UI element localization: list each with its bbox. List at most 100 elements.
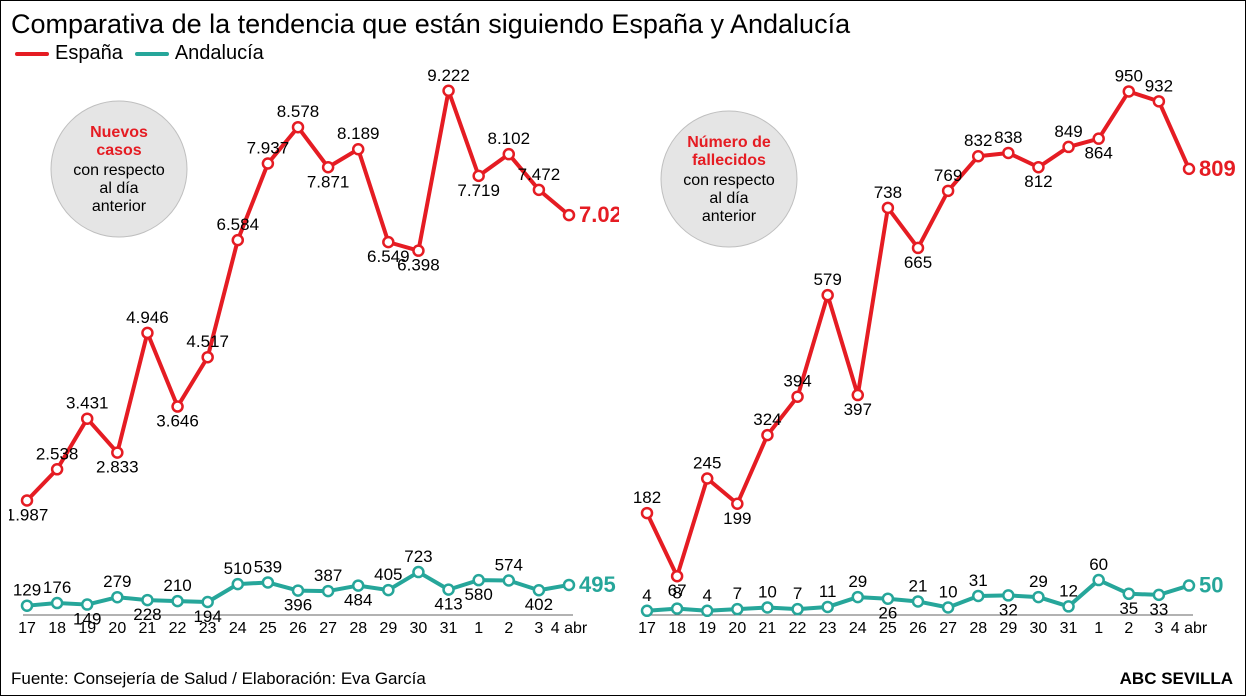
series-marker: [534, 585, 544, 595]
series-marker: [203, 352, 213, 362]
series-value-label: 2.538: [36, 444, 79, 463]
x-axis-label: 3: [1154, 620, 1163, 637]
x-axis-label: 1: [474, 620, 483, 637]
legend-swatch-spain: [15, 52, 49, 56]
series-value-label: 182: [633, 488, 661, 507]
legend: España Andalucía: [1, 40, 1245, 65]
series-value-label: 12: [1059, 581, 1078, 600]
series-marker: [233, 579, 243, 589]
series-marker: [323, 586, 333, 596]
series-value-label: 7.937: [247, 139, 290, 158]
footer-brand: ABC SEVILLA: [1120, 669, 1233, 689]
series-value-label: 405: [374, 565, 402, 584]
series-value-label: 245: [693, 454, 721, 473]
x-axis-label: 18: [48, 620, 66, 637]
series-marker: [853, 592, 863, 602]
series-marker: [293, 586, 303, 596]
x-axis-label: 20: [108, 620, 126, 637]
badge-text: Número de: [687, 134, 771, 151]
footer-source: Fuente: Consejería de Salud / Elaboració…: [11, 669, 426, 689]
badge-text: casos: [96, 142, 141, 159]
series-value-label: 539: [254, 557, 282, 576]
series-marker: [112, 448, 122, 458]
series-value-label: 738: [874, 183, 902, 202]
series-marker: [1184, 581, 1194, 591]
series-marker: [444, 86, 454, 96]
series-marker: [173, 402, 183, 412]
badge-text: fallecidos: [692, 152, 766, 169]
series-marker: [534, 185, 544, 195]
series-value-label: 7.719: [457, 181, 500, 200]
x-axis-label: 30: [1030, 620, 1048, 637]
series-value-label: 723: [404, 547, 432, 566]
series-marker: [444, 585, 454, 595]
x-axis-label: 31: [440, 620, 458, 637]
series-marker: [883, 594, 893, 604]
series-value-label: 29: [1029, 572, 1048, 591]
x-axis-label: 22: [169, 620, 187, 637]
x-axis-label: 23: [819, 620, 837, 637]
series-marker: [142, 595, 152, 605]
legend-andalucia: Andalucía: [135, 42, 264, 65]
series-marker: [22, 495, 32, 505]
series-marker: [793, 604, 803, 614]
x-axis-label: 24: [229, 620, 247, 637]
x-axis-label: 1: [1094, 620, 1103, 637]
series-value-label: 194: [193, 607, 221, 626]
series-value-label: 279: [103, 572, 131, 591]
series-value-label: 832: [964, 131, 992, 150]
series-value-label: 21: [909, 576, 928, 595]
series-value-label: 950: [1115, 69, 1143, 85]
series-marker: [1094, 134, 1104, 144]
x-axis-label: 20: [728, 620, 746, 637]
series-value-label: 413: [434, 595, 462, 614]
series-marker: [233, 235, 243, 245]
series-value-label: 932: [1145, 76, 1173, 95]
series-value-label: 574: [495, 555, 523, 574]
series-value-label: 176: [43, 578, 71, 597]
series-marker: [22, 601, 32, 611]
series-marker: [413, 246, 423, 256]
panel-deaths: Número defallecidoscon respectoal díaant…: [629, 69, 1239, 639]
x-axis-label: 17: [18, 620, 36, 637]
series-value-label: 396: [284, 596, 312, 615]
series-value-label: 199: [723, 509, 751, 528]
series-marker: [1064, 601, 1074, 611]
series-value-label: 324: [753, 410, 781, 429]
badge-text: anterior: [92, 198, 147, 215]
series-value-label: 580: [464, 585, 492, 604]
series-value-label: 6.398: [397, 256, 440, 275]
series-value-label: 665: [904, 253, 932, 272]
series-value-label: 8: [672, 584, 681, 603]
series-value-label: 149: [73, 610, 101, 629]
series-marker: [1154, 96, 1164, 106]
series-marker: [973, 151, 983, 161]
series-value-label: 864: [1084, 144, 1112, 163]
series-value-label: 11: [819, 582, 837, 601]
badge-text: al día: [709, 190, 748, 207]
series-marker: [323, 162, 333, 172]
series-value-label: 29: [848, 572, 867, 591]
x-axis-label: 3: [534, 620, 543, 637]
series-marker: [793, 392, 803, 402]
series-value-label: 7.871: [307, 172, 350, 191]
series-marker: [474, 575, 484, 585]
x-axis-label: 24: [849, 620, 867, 637]
series-value-label: 129: [13, 581, 41, 600]
series-marker: [173, 596, 183, 606]
series-value-label: 33: [1149, 600, 1168, 619]
series-value-label: 8.189: [337, 124, 380, 143]
series-value-label: 579: [813, 270, 841, 289]
series-marker: [1124, 86, 1134, 96]
series-value-label: 10: [939, 583, 958, 602]
series-value-label: 9.222: [427, 69, 470, 85]
x-axis-label: 25: [259, 620, 277, 637]
series-value-label: 3.646: [156, 412, 199, 431]
series-marker: [883, 203, 893, 213]
series-marker: [1003, 148, 1013, 158]
series-marker: [672, 604, 682, 614]
series-marker: [1184, 164, 1194, 174]
x-axis-label: 28: [969, 620, 987, 637]
x-axis-label: 22: [789, 620, 807, 637]
series-marker: [263, 159, 273, 169]
